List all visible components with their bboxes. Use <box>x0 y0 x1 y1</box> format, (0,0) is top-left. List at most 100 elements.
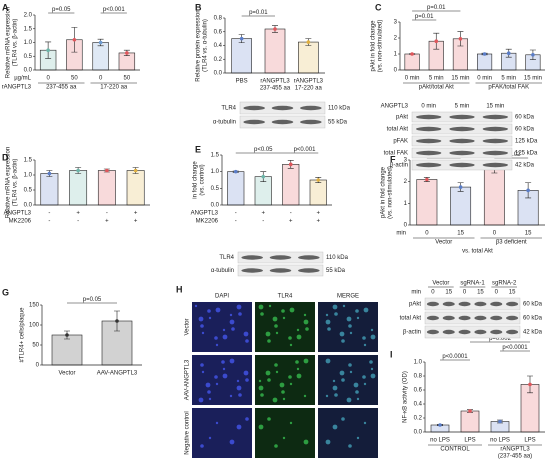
micrograph <box>255 408 315 458</box>
blot-strip <box>424 297 521 311</box>
bar <box>227 171 245 206</box>
y-tick-label: 100 <box>29 323 40 329</box>
group-label: CONTROL <box>440 447 470 453</box>
bar <box>282 164 300 206</box>
bar <box>231 38 252 74</box>
p-value: p=0.05 <box>52 7 71 13</box>
blot-column: 5 min <box>455 104 470 110</box>
row-cell: + <box>289 219 293 225</box>
mean-dot <box>72 37 77 42</box>
cell-signal <box>231 327 235 331</box>
blot-band <box>506 315 519 321</box>
blot-size: 110 kDa <box>326 255 349 261</box>
x-tick-label: 0 <box>493 231 497 237</box>
bar <box>92 42 109 71</box>
blot-group: Vector <box>432 281 449 287</box>
blot-band <box>449 114 475 120</box>
blot-row-label: total Akt <box>400 316 422 322</box>
x-tick-label: Vector <box>58 371 75 377</box>
cell-signal <box>288 375 292 379</box>
cell-signal <box>305 327 309 331</box>
cell-signal <box>288 336 292 340</box>
x-tick-label: 15 min <box>524 76 542 82</box>
y-tick-label: 1.5 <box>24 26 33 32</box>
cell-signal <box>200 324 204 328</box>
bar <box>40 173 59 206</box>
cell-signal <box>289 307 295 313</box>
cell-signal <box>281 309 285 313</box>
blot-size: 60 kDa <box>515 115 535 121</box>
y-axis-label: (vs. non-stimulated) <box>388 166 394 219</box>
cell-signal <box>303 439 309 445</box>
cell-signal <box>207 390 211 394</box>
y-tick-label: 0.5 <box>24 54 33 60</box>
blot-band <box>482 126 509 132</box>
group-label: pFAK/total FAK <box>488 85 529 91</box>
blot-row-label: TLR4 <box>219 255 234 261</box>
blot-band <box>426 315 439 321</box>
blot-band <box>300 105 322 111</box>
cell-signal <box>267 339 271 343</box>
blot-band <box>449 126 475 132</box>
panel-letter: D <box>2 152 9 162</box>
blot-row-label: β-actin <box>403 330 421 336</box>
x-tick-label: 0 <box>46 76 50 82</box>
cell-signal <box>370 367 374 371</box>
blot-band <box>298 268 320 273</box>
cell-signal <box>341 378 345 382</box>
cell-signal <box>295 360 299 364</box>
y-axis-label: (TLR4 vs. β-actin) <box>13 19 19 67</box>
row-cell: + <box>261 211 265 217</box>
y-tick-label: 0.8 <box>214 16 223 22</box>
blot-row-label: α-tubulin <box>213 120 236 126</box>
mean-dot <box>288 162 293 167</box>
cell-signal <box>229 358 235 364</box>
blot-band <box>241 255 263 260</box>
group-label: 237-455 aa <box>46 85 77 91</box>
cell-signal <box>215 382 219 386</box>
blot-band <box>449 138 475 144</box>
y-tick-label: 3 <box>404 158 408 164</box>
cell-signal <box>214 336 218 340</box>
cell-signal <box>303 319 309 325</box>
row-cell: - <box>235 211 237 217</box>
x-tick-label: 50 <box>71 76 78 82</box>
y-tick-label: 0 <box>36 363 40 369</box>
x-tick-label: 15 <box>457 231 464 237</box>
blot-column: 15 <box>445 290 452 296</box>
blot-column: 0 <box>431 290 435 296</box>
cell-signal <box>268 304 272 308</box>
x-tick-label: LPS <box>464 438 475 444</box>
cell-signal <box>238 393 242 397</box>
cell-signal <box>363 382 367 386</box>
blot-column: 15 min <box>486 104 504 110</box>
cell-signal <box>198 397 204 403</box>
cell-signal <box>245 339 249 343</box>
row-label: ANGPTL3 <box>191 211 219 217</box>
blot-band <box>442 315 455 321</box>
panel-letter: C <box>375 2 382 12</box>
blot-band <box>426 329 439 335</box>
mean-dot <box>46 48 50 52</box>
bar <box>404 53 420 71</box>
y-axis-label: #TLR4+ cells/plaque <box>20 307 26 363</box>
mean-dot <box>531 53 535 57</box>
micrograph <box>318 302 378 352</box>
mean-dot <box>410 52 414 56</box>
row-cell: - <box>77 219 79 225</box>
cell-signal <box>362 375 366 379</box>
y-tick-label: 0 <box>394 68 398 74</box>
blot-row-label: total Akt <box>387 127 409 133</box>
cell-signal <box>236 379 240 383</box>
y-tick-label: 0.0 <box>24 203 33 209</box>
blot-group: sgRNA-1 <box>460 281 485 287</box>
blot-size: 110 kDa <box>328 106 351 112</box>
blot-size: 55 kDa <box>328 120 348 126</box>
cell-signal <box>303 358 309 364</box>
y-tick-label: 0.0 <box>24 68 33 74</box>
cell-signal <box>267 417 271 421</box>
cell-signal <box>275 370 279 374</box>
y-tick-label: 1.0 <box>414 360 423 366</box>
cell-signal <box>221 360 225 364</box>
mean-dot <box>261 174 266 179</box>
